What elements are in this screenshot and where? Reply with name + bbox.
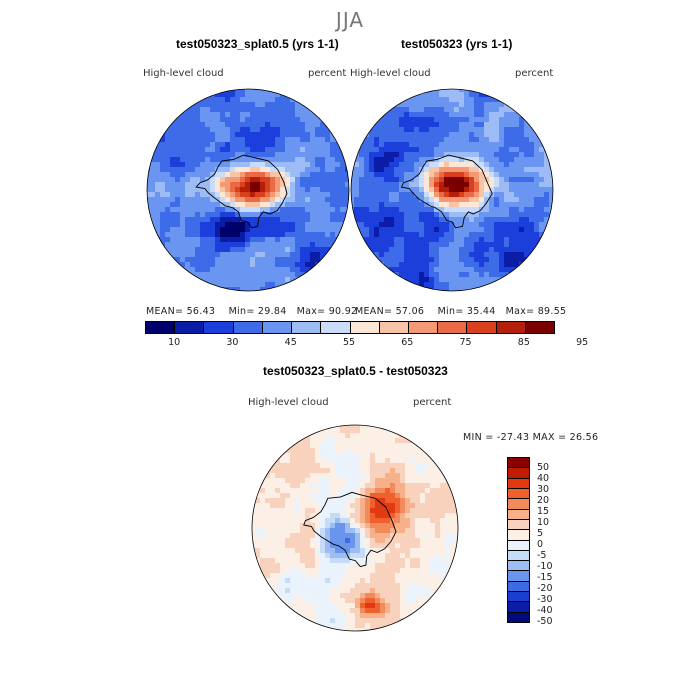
colorbar-tick-label: -30 [537, 594, 553, 605]
colorbar-tick-label: -15 [537, 572, 553, 583]
colorbar-swatch [408, 322, 439, 333]
difference-panel-title: test050323_splat0.5 - test050323 [263, 364, 448, 378]
colorbar-tick-label: 85 [517, 337, 530, 348]
diff-units-label: percent [413, 397, 452, 408]
colorbar-tick-label: 30 [537, 484, 550, 495]
cloud-field [147, 89, 349, 291]
colorbar-tick-label: -20 [537, 583, 553, 594]
season-title: JJA [335, 8, 365, 32]
colorbar-swatch [508, 478, 529, 489]
left-min: Min= 29.84 [228, 306, 287, 317]
colorbar-swatch [508, 550, 529, 562]
colorbar-swatch [508, 581, 529, 593]
antarctica-coastline [303, 491, 397, 568]
colorbar-tick-label: 20 [537, 495, 550, 506]
map-boundary [251, 424, 459, 632]
colorbar-swatch [508, 468, 529, 479]
colorbar-swatch [321, 322, 351, 333]
colorbar-tick-label: -50 [537, 616, 553, 627]
colorbar-swatch [292, 322, 322, 333]
left-panel-title: test050323_splat0.5 (yrs 1-1) [176, 37, 339, 51]
diff-min-max: MIN = -27.43 MAX = 26.56 [463, 432, 599, 443]
colorbar-swatch [508, 509, 529, 520]
colorbar-swatch [350, 322, 380, 333]
antarctica-coastline [195, 154, 288, 229]
colorbar-tick-label: 40 [537, 473, 550, 484]
colorbar-swatch [508, 519, 529, 531]
colorbar-swatch [508, 530, 529, 541]
colorbar-tick-label: -5 [537, 550, 547, 561]
colorbar-tick-label: 65 [401, 337, 414, 348]
colorbar-swatch [508, 499, 529, 510]
cloud-field [351, 89, 553, 291]
colorbar-tick-label: -10 [537, 561, 553, 572]
colorbar-swatch [262, 322, 293, 333]
map-boundary [350, 88, 554, 292]
colorbar-tick-label: 30 [226, 337, 239, 348]
colorbar-swatch [496, 322, 526, 333]
colorbar-swatch [508, 612, 529, 622]
right-min: Min= 35.44 [437, 306, 496, 317]
difference-polar-map [251, 424, 459, 632]
colorbar-tick-label: 95 [576, 337, 589, 348]
colorbar-swatch [146, 322, 176, 333]
colorbar-tick-label: 0 [537, 539, 544, 550]
right-mean: MEAN= 57.06 [355, 306, 425, 317]
left-max: Max= 90.92 [296, 306, 358, 317]
difference-colorbar-labels: 50 40 30 20 15 10 5 0 -5 -10 -15 -20 -30 -40 -50 [537, 462, 553, 627]
colorbar-swatch [508, 592, 529, 603]
absolute-colorbar [145, 321, 555, 334]
colorbar-swatch [508, 458, 529, 469]
colorbar-tick-label: 45 [284, 337, 297, 348]
cloud-field [252, 425, 458, 631]
left-units-label: percent [308, 68, 347, 79]
colorbar-swatch [438, 322, 468, 333]
colorbar-swatch [175, 322, 205, 333]
colorbar-swatch [508, 602, 529, 613]
left-mean: MEAN= 56.43 [146, 306, 216, 317]
right-polar-map [350, 88, 554, 292]
colorbar-tick-label: -40 [537, 605, 553, 616]
colorbar-swatch [508, 488, 529, 500]
colorbar-swatch [233, 322, 263, 333]
right-units-label: percent [515, 68, 554, 79]
map-boundary [146, 88, 350, 292]
diff-variable-label: High-level cloud [248, 397, 329, 408]
right-panel-title: test050323 (yrs 1-1) [401, 37, 513, 51]
colorbar-swatch [508, 540, 529, 551]
difference-colorbar [507, 457, 530, 623]
colorbar-swatch [525, 322, 555, 333]
colorbar-tick-label: 15 [537, 506, 550, 517]
colorbar-swatch [508, 561, 529, 572]
colorbar-tick-label: 10 [168, 337, 181, 348]
colorbar-tick-label: 10 [537, 517, 550, 528]
right-max: Max= 89.55 [505, 306, 567, 317]
left-variable-label: High-level cloud [143, 68, 224, 79]
colorbar-tick-label: 55 [342, 337, 356, 348]
colorbar-swatch [467, 322, 497, 333]
colorbar-swatch [508, 571, 529, 582]
colorbar-swatch [204, 322, 234, 333]
left-polar-map [146, 88, 350, 292]
colorbar-tick-label: 5 [537, 528, 544, 539]
colorbar-tick-label: 75 [459, 337, 472, 348]
colorbar-swatch [379, 322, 409, 333]
colorbar-tick-label: 50 [537, 462, 550, 473]
antarctica-coastline [400, 154, 493, 229]
right-variable-label: High-level cloud [350, 68, 431, 79]
